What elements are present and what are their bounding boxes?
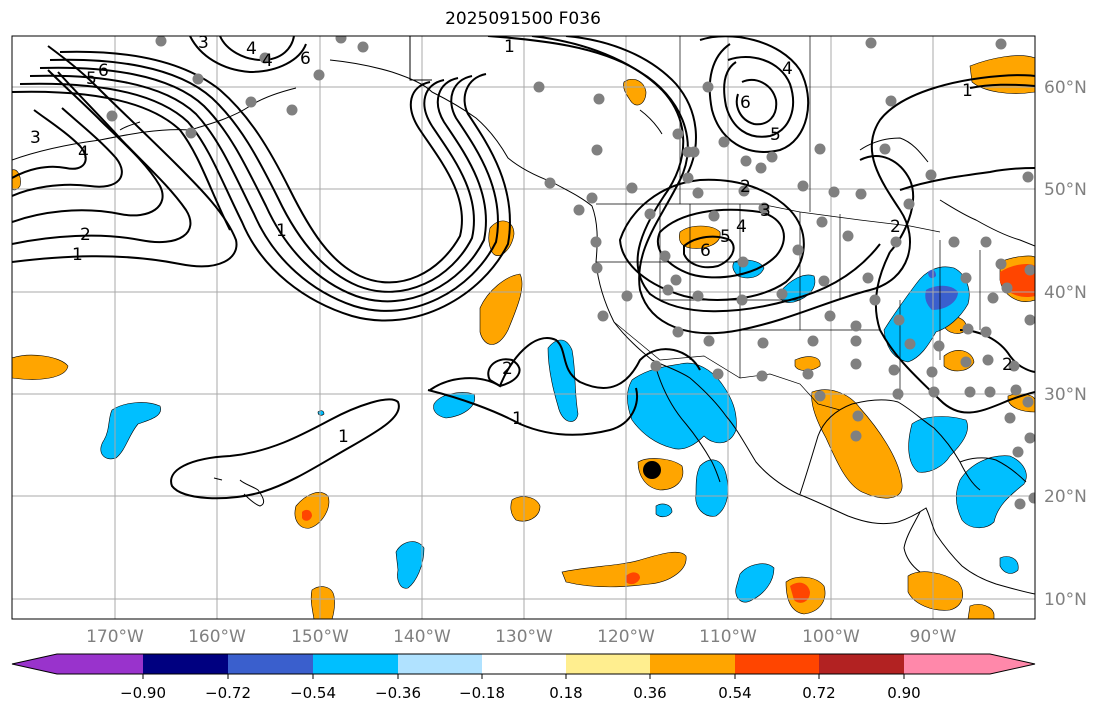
svg-text:4: 4 xyxy=(78,143,89,163)
svg-text:130°W: 130°W xyxy=(495,627,553,647)
colorbar-min-arrow xyxy=(12,654,57,674)
svg-text:6: 6 xyxy=(300,49,311,69)
svg-text:6: 6 xyxy=(700,241,711,261)
svg-text:140°W: 140°W xyxy=(393,627,451,647)
svg-text:5: 5 xyxy=(86,69,97,89)
svg-text:160°W: 160°W xyxy=(188,627,246,647)
svg-text:1: 1 xyxy=(338,427,349,447)
svg-text:150°W: 150°W xyxy=(291,627,349,647)
colorbar-tick: 0.90 xyxy=(887,684,920,702)
svg-text:3: 3 xyxy=(198,33,209,53)
svg-text:100°W: 100°W xyxy=(802,627,860,647)
svg-text:2: 2 xyxy=(1002,355,1013,375)
svg-text:2: 2 xyxy=(740,177,751,197)
svg-text:30°N: 30°N xyxy=(1044,385,1087,405)
svg-text:4: 4 xyxy=(262,51,273,71)
svg-text:3: 3 xyxy=(760,201,771,221)
svg-text:1: 1 xyxy=(512,409,523,429)
svg-text:90°W: 90°W xyxy=(910,627,957,647)
svg-text:170°W: 170°W xyxy=(86,627,144,647)
svg-text:40°N: 40°N xyxy=(1044,283,1087,303)
coastlines xyxy=(12,36,1035,595)
map-frame xyxy=(11,35,1036,620)
svg-text:1: 1 xyxy=(504,37,515,57)
contour-labels: 3 4 5 6 4 6 3 4 2 1 1 6 5 4 1 2 6 5 4 3 … xyxy=(30,33,1013,447)
colorbar-tick: 0.18 xyxy=(549,684,582,702)
latitude-labels: 60°N 50°N 40°N 30°N 20°N 10°N xyxy=(1044,78,1087,610)
svg-text:5: 5 xyxy=(720,227,731,247)
colorbar-tick: 0.72 xyxy=(802,684,835,702)
svg-text:1: 1 xyxy=(276,221,287,241)
negative-anomaly-shading xyxy=(100,259,1027,603)
svg-text:60°N: 60°N xyxy=(1044,78,1087,98)
svg-text:2: 2 xyxy=(890,217,901,237)
svg-text:4: 4 xyxy=(736,217,747,237)
colorbar-tick: 0.54 xyxy=(718,684,751,702)
colorbar-tick: −0.90 xyxy=(120,684,166,702)
colorbar: −0.90 −0.72 −0.54 −0.36 −0.18 0.18 0.36 … xyxy=(11,653,1036,702)
map-title: 2025091500 F036 xyxy=(445,9,601,29)
colorbar-tick: −0.36 xyxy=(375,684,421,702)
svg-text:10°N: 10°N xyxy=(1044,590,1087,610)
svg-text:2: 2 xyxy=(502,359,513,379)
storm-center-marker xyxy=(643,461,661,479)
svg-text:6: 6 xyxy=(740,93,751,113)
svg-text:20°N: 20°N xyxy=(1044,487,1087,507)
colorbar-tick: −0.72 xyxy=(205,684,251,702)
svg-text:3: 3 xyxy=(30,128,41,148)
svg-text:50°N: 50°N xyxy=(1044,180,1087,200)
svg-text:1: 1 xyxy=(962,81,973,101)
svg-text:1: 1 xyxy=(72,245,83,265)
svg-text:110°W: 110°W xyxy=(699,627,757,647)
svg-text:120°W: 120°W xyxy=(597,627,655,647)
svg-text:4: 4 xyxy=(246,39,257,59)
colorbar-max-arrow xyxy=(990,654,1035,674)
longitude-labels: 170°W 160°W 150°W 140°W 130°W 120°W 110°… xyxy=(86,627,957,647)
colorbar-tick: −0.18 xyxy=(459,684,505,702)
svg-text:6: 6 xyxy=(98,61,109,81)
svg-text:5: 5 xyxy=(770,125,781,145)
colorbar-tick: 0.36 xyxy=(633,684,666,702)
station-markers xyxy=(106,36,1035,510)
svg-text:2: 2 xyxy=(80,225,91,245)
svg-text:4: 4 xyxy=(782,59,793,79)
colorbar-tick: −0.54 xyxy=(290,684,336,702)
